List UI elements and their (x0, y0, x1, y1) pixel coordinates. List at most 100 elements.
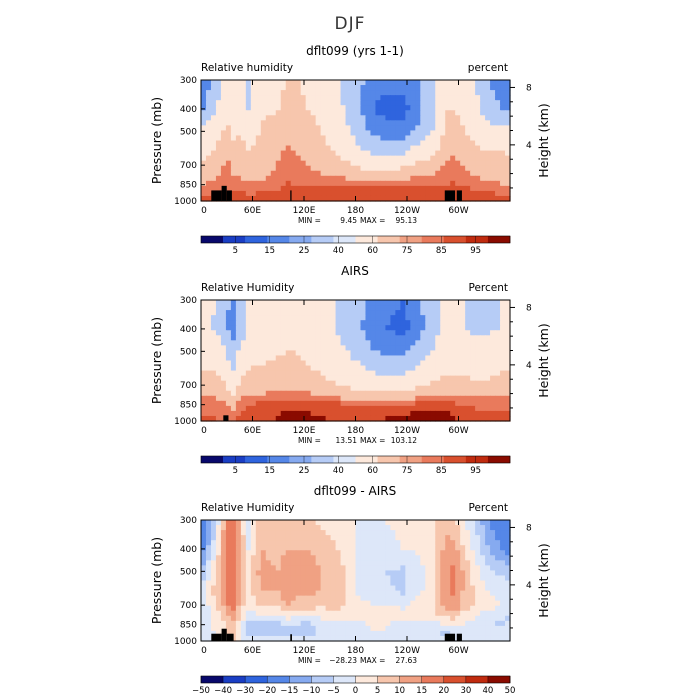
field-cell (230, 155, 237, 162)
field-cell (335, 635, 342, 642)
field-cell (250, 410, 257, 417)
field-cell (210, 310, 217, 316)
field-cell (295, 105, 302, 111)
field-cell (255, 540, 262, 546)
field-cell (440, 610, 446, 617)
field-cell (470, 80, 476, 86)
field-cell (310, 630, 317, 637)
field-cell (280, 155, 287, 162)
field-cell (325, 145, 332, 152)
field-cell (500, 130, 506, 137)
field-cell (310, 140, 317, 147)
field-cell (465, 150, 471, 157)
field-cell (395, 395, 401, 402)
field-cell (335, 590, 342, 597)
field-cell (360, 140, 367, 147)
field-cell (350, 195, 357, 202)
field-cell (365, 555, 372, 561)
field-cell (480, 155, 486, 162)
field-cell (430, 545, 436, 551)
colorbar-swatch (201, 676, 224, 683)
field-cell (350, 130, 357, 137)
field-cell (240, 300, 247, 306)
field-cell (255, 185, 262, 192)
field-cell (440, 80, 446, 86)
field-cell (425, 615, 431, 622)
y-tick-label: 700 (180, 381, 197, 391)
field-cell (410, 535, 416, 541)
field-cell (355, 340, 362, 346)
field-cell (365, 570, 372, 577)
field-cell (320, 405, 327, 412)
field-cell (460, 190, 466, 197)
field-cell (260, 370, 267, 377)
field-cell (315, 525, 322, 531)
field-cell (300, 590, 307, 597)
field-cell (375, 345, 382, 352)
field-cell (320, 525, 327, 531)
field-cell (230, 560, 237, 566)
field-cell (365, 360, 372, 367)
field-cell (460, 355, 466, 362)
field-cell (430, 605, 436, 612)
field-cell (415, 360, 421, 367)
field-cell (410, 160, 416, 167)
field-cell (285, 585, 292, 592)
field-cell (445, 115, 451, 121)
field-cell (295, 155, 302, 162)
field-cell (330, 90, 337, 96)
field-cell (290, 360, 297, 367)
field-cell (205, 165, 212, 172)
field-cell (220, 125, 227, 132)
field-cell (285, 80, 292, 86)
field-cell (305, 610, 312, 617)
field-cell (255, 165, 262, 172)
field-cell (325, 615, 332, 622)
field-cell (440, 185, 446, 192)
field-cell (345, 555, 352, 561)
field-cell (415, 575, 421, 582)
field-cell (305, 585, 312, 592)
field-cell (255, 145, 262, 152)
field-cell (275, 335, 282, 341)
field-cell (420, 345, 426, 352)
field-cell (385, 545, 391, 551)
field-cell (220, 575, 227, 582)
field-cell (410, 150, 416, 157)
field-cell (250, 105, 257, 111)
field-cell (365, 95, 372, 101)
field-cell (205, 555, 212, 561)
field-cell (485, 525, 491, 531)
field-cell (255, 80, 262, 86)
field-cell (375, 175, 382, 182)
field-cell (320, 540, 327, 546)
field-cell (370, 380, 377, 387)
field-cell (385, 550, 391, 556)
field-cell (440, 305, 446, 311)
field-cell (245, 170, 252, 177)
field-cell (240, 570, 247, 577)
field-cell (500, 570, 506, 577)
field-cell (375, 320, 382, 326)
field-cell (475, 560, 481, 566)
field-cell (465, 80, 471, 86)
field-cell (505, 330, 511, 336)
field-cell (250, 160, 257, 167)
field-cell (270, 570, 277, 577)
field-cell (445, 390, 451, 397)
field-cell (245, 80, 252, 86)
field-cell (275, 155, 282, 162)
field-cell (485, 130, 491, 137)
field-cell (345, 85, 352, 91)
field-cell (395, 565, 401, 572)
field-cell (225, 385, 232, 392)
topography-block (444, 633, 456, 641)
field-cell (505, 135, 511, 142)
field-cell (210, 380, 217, 387)
field-cell (345, 140, 352, 147)
field-cell (450, 575, 456, 582)
field-cell (405, 370, 411, 377)
field-cell (320, 185, 327, 192)
field-cell (310, 545, 317, 551)
field-cell (485, 85, 491, 91)
